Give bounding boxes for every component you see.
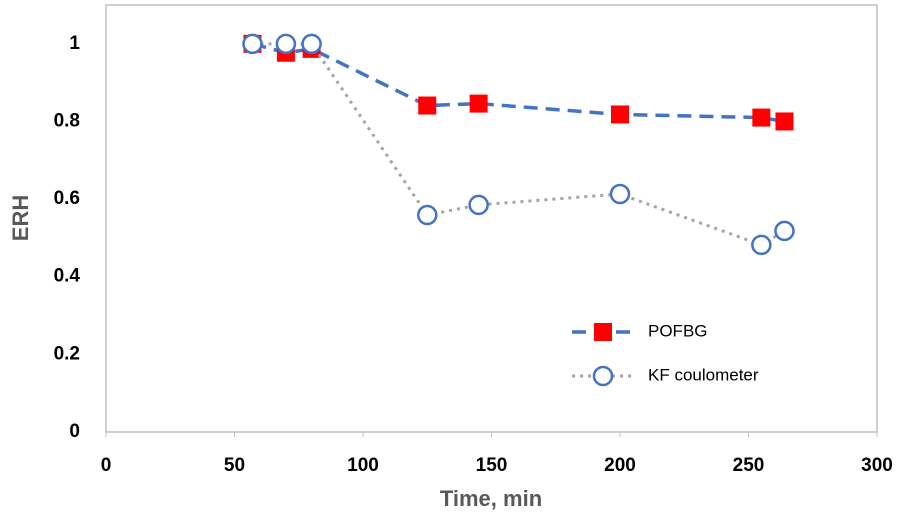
series-line (252, 42, 786, 247)
marker (417, 204, 438, 226)
x-tick-label: 300 (861, 455, 893, 476)
legend-label: POFBG (648, 321, 708, 340)
marker (751, 234, 772, 256)
marker (418, 96, 437, 115)
y-tick-label: 0.8 (54, 110, 80, 131)
legend-marker (594, 323, 612, 341)
marker (774, 220, 795, 242)
marker (611, 105, 629, 124)
x-axis-label: Time, min (440, 486, 542, 511)
x-tick-label: 150 (476, 455, 508, 476)
y-tick-label: 0.2 (54, 343, 80, 364)
x-tick-label: 200 (604, 455, 636, 476)
marker (242, 33, 263, 55)
y-tick-label: 1 (69, 33, 80, 54)
marker (301, 33, 322, 55)
plot-frame (105, 4, 878, 433)
y-axis-label: ERH (8, 195, 33, 241)
x-tick-label: 100 (347, 455, 379, 476)
series-line (252, 42, 785, 124)
legend-label: KF coulometer (648, 365, 759, 384)
marker (775, 112, 794, 131)
marker (275, 33, 297, 55)
x-tick-label: 250 (733, 455, 765, 476)
x-tick-label: 0 (101, 455, 112, 476)
marker (609, 183, 631, 205)
legend-marker (592, 365, 614, 387)
y-tick-label: 0.6 (54, 188, 80, 209)
marker (752, 108, 771, 127)
y-tick-label: 0.4 (54, 266, 81, 287)
marker (469, 94, 488, 113)
x-tick-label: 50 (224, 455, 245, 476)
marker (468, 194, 489, 216)
y-tick-label: 0 (69, 421, 80, 442)
